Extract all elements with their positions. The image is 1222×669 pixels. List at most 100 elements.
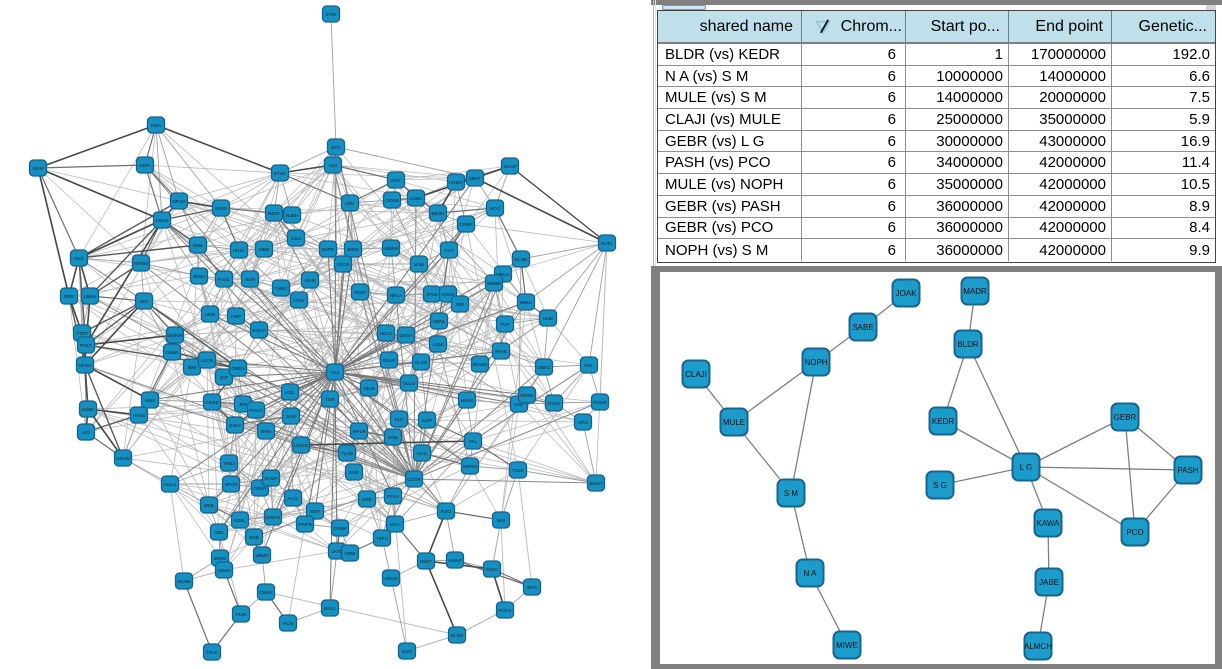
svg-text:JCWC: JCWC [409,196,423,201]
svg-text:TLOS: TLOS [341,451,353,456]
svg-text:PLRI: PLRI [236,612,246,617]
svg-text:CLAJI: CLAJI [685,370,707,379]
svg-text:PASH: PASH [1177,466,1198,475]
svg-text:ELJW: ELJW [515,257,528,262]
svg-text:TCEK: TCEK [512,468,525,473]
svg-text:GEIJ: GEIJ [291,236,301,241]
svg-text:RJCI: RJCI [441,509,451,514]
svg-text:MULE: MULE [723,418,745,427]
svg-text:OUNF: OUNF [382,358,395,363]
svg-text:IWGT: IWGT [420,559,432,564]
svg-text:NCN: NCN [283,621,293,626]
svg-text:BHN: BHN [261,429,271,434]
svg-text:THEJ: THEJ [223,461,234,466]
svg-text:SJJF: SJJF [422,418,433,423]
svg-text:OHSH: OHSH [399,333,412,338]
svg-text:KLC: KLC [395,417,405,422]
svg-text:MPRN: MPRN [463,464,477,469]
svg-text:NDH: NDH [245,277,255,282]
svg-text:JPE: JPE [239,402,247,407]
svg-text:JFGK: JFGK [426,292,439,297]
svg-text:UBWW: UBWW [383,246,399,251]
svg-text:OMKF: OMKF [259,590,272,595]
svg-text:BCWM: BCWM [473,362,488,367]
svg-text:SABE: SABE [852,323,873,332]
svg-text:ALCL: ALCL [287,496,299,501]
svg-text:GKUP: GKUP [503,164,516,169]
svg-text:CRSR: CRSR [253,486,267,491]
svg-text:MBN: MBN [259,247,269,252]
svg-text:PGLT: PGLT [80,343,92,348]
svg-text:RJBH: RJBH [286,213,298,218]
svg-text:FUOL: FUOL [218,277,231,282]
svg-text:OCK: OCK [74,256,85,261]
svg-text:MADR: MADR [963,287,987,296]
svg-text:HOL: HOL [285,390,295,395]
svg-text:KCT: KCT [444,248,453,253]
svg-text:LBWK: LBWK [217,568,231,573]
svg-text:N A: N A [804,569,818,578]
svg-text:LWEH: LWEH [84,294,97,299]
svg-text:OREN: OREN [231,366,244,371]
svg-text:CIO: CIO [329,163,338,168]
svg-text:UCC: UCC [417,451,428,456]
svg-text:CRWF: CRWF [459,222,473,227]
svg-text:OJMR: OJMR [165,350,179,355]
svg-text:NBM: NBM [145,398,155,403]
svg-text:NDJT: NDJT [268,211,280,216]
svg-text:WJU: WJU [390,522,400,527]
svg-text:ENR: ENR [349,470,359,475]
svg-text:GHEE: GHEE [441,292,454,297]
svg-text:SJWJ: SJWJ [486,567,498,572]
svg-text:S M: S M [784,489,799,498]
svg-text:WUKW: WUKW [167,333,183,338]
svg-text:EOCP: EOCP [252,328,265,333]
svg-text:WLL: WLL [584,363,594,368]
svg-text:TER: TER [325,397,335,402]
svg-text:NOPH: NOPH [804,358,827,367]
svg-text:JMNK: JMNK [347,247,360,252]
svg-text:JCF: JCF [220,375,229,380]
svg-text:SUR: SUR [286,414,296,419]
svg-text:UWAP: UWAP [448,558,462,563]
svg-text:RMSD: RMSD [520,393,534,398]
svg-text:URMO: URMO [449,180,463,185]
svg-text:DAPN: DAPN [322,247,335,252]
svg-text:JRMS: JRMS [256,553,269,558]
svg-text:IBWG: IBWG [214,556,227,561]
svg-text:PGDE: PGDE [593,400,606,405]
svg-text:PCO: PCO [1126,528,1143,537]
svg-text:LUNI: LUNI [433,342,443,347]
svg-text:RUFL: RUFL [601,241,613,246]
svg-text:SMWK: SMWK [487,281,502,286]
svg-text:GEBR: GEBR [1114,413,1137,422]
svg-text:CKDS: CKDS [337,262,350,267]
svg-text:WML: WML [204,503,215,508]
svg-text:JKHK: JKHK [304,278,317,283]
svg-text:DLNM: DLNM [177,579,190,584]
svg-text:MKWI: MKWI [461,398,474,403]
svg-text:IBW: IBW [188,365,197,370]
svg-text:OOBB: OOBB [385,198,398,203]
svg-text:WFLR: WFLR [352,429,366,434]
svg-text:SBOT: SBOT [469,176,482,181]
svg-text:EWA: EWA [151,123,162,128]
svg-text:RRG: RRG [64,294,75,299]
svg-text:COOR: COOR [407,477,421,482]
svg-text:OLOB: OLOB [415,360,428,365]
svg-text:OKFL: OKFL [139,163,151,168]
svg-text:POGK: POGK [498,608,512,613]
svg-text:KEDR: KEDR [932,417,954,426]
svg-text:WKEE: WKEE [205,400,219,405]
svg-text:AIG: AIG [82,430,90,435]
svg-text:LHMC: LHMC [81,407,95,412]
svg-text:EIG: EIG [140,299,148,304]
svg-text:POUA: POUA [249,408,263,413]
svg-text:TEFU: TEFU [376,536,388,541]
svg-text:EMS: EMS [193,243,203,248]
svg-text:ALMCH: ALMCH [1024,642,1052,651]
svg-text:BGB: BGB [249,535,259,540]
svg-text:HOUJ: HOUJ [380,331,393,336]
svg-text:MJIU: MJIU [414,262,425,267]
svg-text:DAF: DAF [514,402,523,407]
